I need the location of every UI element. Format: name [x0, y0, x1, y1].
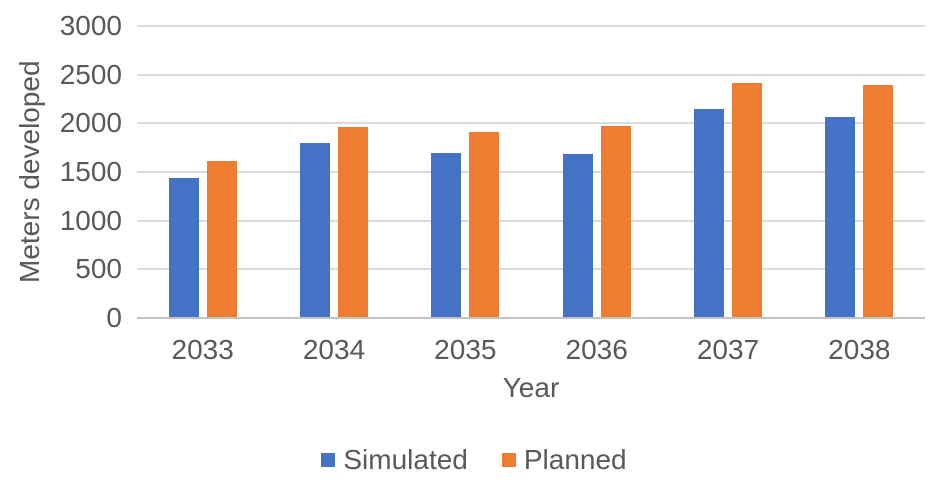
- gridline-500: [137, 268, 925, 271]
- bar-planned-2038: [863, 85, 893, 318]
- x-tick-2038: 2038: [828, 334, 891, 365]
- bar-simulated-2036: [563, 154, 593, 318]
- bar-planned-2036: [601, 126, 631, 318]
- x-tick-2036: 2036: [565, 334, 628, 365]
- gridline-3000: [137, 25, 925, 27]
- gridline-1500: [137, 171, 925, 173]
- x-tick-2034: 2034: [302, 334, 366, 365]
- bar-planned-2033: [207, 161, 237, 318]
- legend-item-planned: Planned: [501, 444, 627, 476]
- bar-simulated-2035: [431, 153, 461, 318]
- y-tick-3000: 3000: [59, 10, 122, 41]
- y-tick-500: 500: [75, 253, 122, 285]
- y-tick-2000: 2000: [59, 107, 122, 139]
- legend-swatch-planned: [501, 453, 516, 467]
- bar-planned-2034: [338, 127, 368, 318]
- bar-simulated-2034: [300, 143, 330, 318]
- gridline-1000: [137, 219, 925, 222]
- bar-planned-2035: [469, 132, 499, 318]
- legend: Simulated Planned: [0, 444, 948, 476]
- y-axis-ticks: 0 500 1000 1500 2000 2500 3000: [0, 12, 122, 332]
- legend-label-simulated: Simulated: [343, 444, 468, 475]
- gridline-2500: [137, 73, 925, 76]
- y-tick-0: 0: [106, 302, 122, 333]
- bar-simulated-2037: [694, 109, 724, 318]
- gridline-2000: [137, 122, 925, 125]
- bar-planned-2037: [732, 83, 762, 318]
- gridline-0: [137, 317, 925, 319]
- x-axis-ticks: 2033 2034 2035 2036 2037 2038: [137, 334, 925, 366]
- y-tick-2500: 2500: [59, 58, 122, 90]
- legend-item-simulated: Simulated: [321, 444, 468, 476]
- y-tick-1000: 1000: [59, 204, 122, 236]
- bar-simulated-2033: [169, 178, 199, 318]
- x-tick-2033: 2033: [171, 334, 234, 365]
- plot-area: [137, 25, 925, 319]
- x-tick-2037: 2037: [696, 334, 760, 365]
- x-axis-title: Year: [502, 372, 560, 403]
- y-tick-1500: 1500: [59, 156, 122, 187]
- x-tick-2035: 2035: [434, 334, 497, 365]
- bar-simulated-2038: [825, 117, 855, 318]
- legend-label-planned: Planned: [523, 444, 627, 475]
- legend-swatch-simulated: [321, 453, 336, 467]
